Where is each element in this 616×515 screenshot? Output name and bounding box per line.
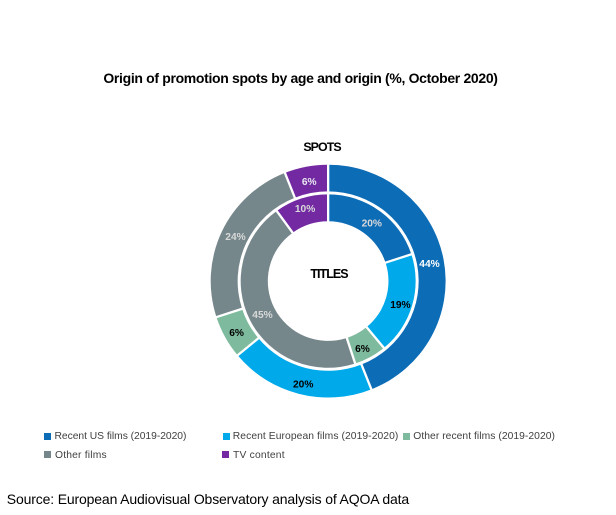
svg-text:44%: 44% [419,259,439,270]
svg-text:45%: 45% [252,310,272,321]
svg-text:6%: 6% [355,344,370,355]
svg-text:20%: 20% [293,380,313,391]
svg-text:6%: 6% [302,177,317,188]
svg-text:6%: 6% [229,328,244,339]
svg-text:10%: 10% [295,204,315,215]
svg-text:20%: 20% [362,219,382,230]
svg-text:24%: 24% [225,232,245,243]
svg-text:19%: 19% [390,300,410,311]
